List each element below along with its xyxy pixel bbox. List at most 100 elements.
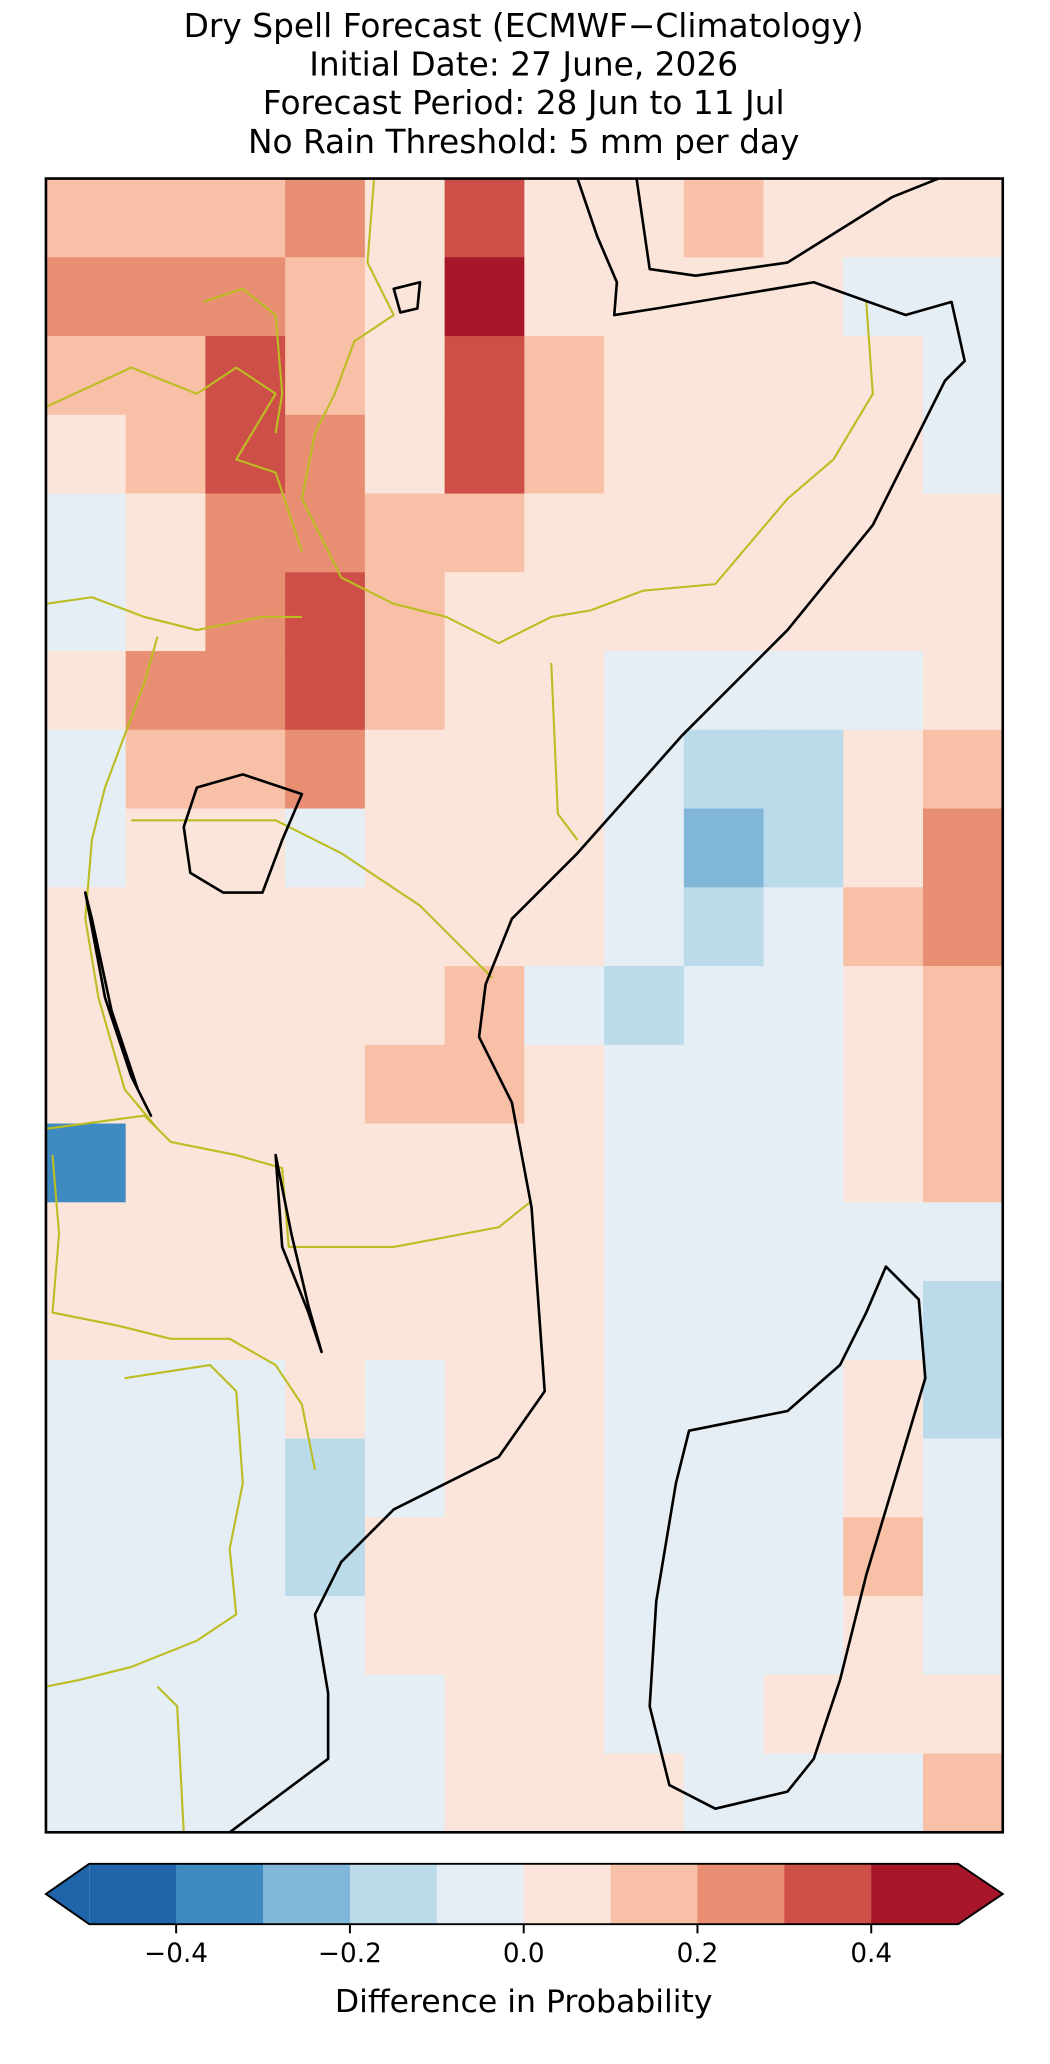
cell xyxy=(444,729,525,810)
cell xyxy=(923,1202,1004,1282)
cell xyxy=(604,414,685,495)
cell xyxy=(205,966,286,1046)
cell xyxy=(604,808,685,888)
cell xyxy=(923,966,1004,1046)
cell xyxy=(683,178,765,258)
cell xyxy=(285,729,366,810)
cell xyxy=(524,1596,605,1676)
cell xyxy=(604,336,685,416)
cell xyxy=(125,178,207,258)
cell xyxy=(285,1281,366,1361)
cell xyxy=(444,414,525,495)
cell xyxy=(524,493,605,573)
cell xyxy=(524,1753,605,1833)
cell xyxy=(444,1281,525,1361)
cell xyxy=(683,1753,765,1833)
colorbar-tick-label: 0.2 xyxy=(677,1939,719,1969)
cell xyxy=(285,414,366,495)
cell xyxy=(843,1753,924,1833)
cell xyxy=(45,257,127,337)
coastlines xyxy=(84,177,966,1834)
cell xyxy=(763,1123,844,1203)
cell xyxy=(125,1202,207,1282)
cell xyxy=(125,1753,207,1833)
cell xyxy=(763,1438,844,1518)
cell xyxy=(843,1596,924,1676)
cell xyxy=(444,1202,525,1282)
cell xyxy=(763,887,844,967)
cell xyxy=(604,257,685,337)
cell xyxy=(364,966,446,1046)
cell xyxy=(923,1123,1004,1203)
country-borders xyxy=(45,178,874,1833)
cell xyxy=(205,808,286,888)
cell xyxy=(444,572,525,652)
cell xyxy=(205,729,286,810)
cell xyxy=(923,1517,1004,1597)
cell xyxy=(843,1281,924,1361)
cell xyxy=(205,1044,286,1125)
cell xyxy=(923,1044,1004,1125)
colorbar-segment xyxy=(263,1863,351,1925)
cell xyxy=(763,651,844,731)
lake xyxy=(182,773,304,894)
lake xyxy=(84,891,153,1117)
cell xyxy=(364,1438,446,1518)
cell xyxy=(444,336,525,416)
cell xyxy=(683,1674,765,1755)
cell xyxy=(285,493,366,573)
colorbar: −0.4 −0.2 0.0 0.2 0.4 xyxy=(44,1862,1005,1969)
cell xyxy=(604,1517,685,1597)
cell xyxy=(125,1123,207,1203)
cell xyxy=(285,1517,366,1597)
cell xyxy=(843,1517,924,1597)
cell xyxy=(444,887,525,967)
cell xyxy=(444,257,525,337)
cell xyxy=(285,257,366,337)
cell xyxy=(524,572,605,652)
cell xyxy=(364,1359,446,1440)
cell xyxy=(683,336,765,416)
cell xyxy=(923,572,1004,652)
cell xyxy=(45,1123,127,1203)
cell xyxy=(604,1359,685,1440)
cell xyxy=(683,1517,765,1597)
cell xyxy=(763,336,844,416)
cell xyxy=(125,1044,207,1125)
cell xyxy=(923,651,1004,731)
cell xyxy=(45,1674,127,1755)
cell xyxy=(763,808,844,888)
cell xyxy=(843,336,924,416)
cell xyxy=(683,887,765,967)
border xyxy=(300,178,874,645)
border xyxy=(45,366,303,552)
border xyxy=(550,662,579,841)
colorbar-segment xyxy=(176,1863,264,1925)
cell xyxy=(683,1596,765,1676)
cell xyxy=(683,493,765,573)
cell xyxy=(45,1438,127,1518)
cell xyxy=(683,651,765,731)
cell xyxy=(45,1517,127,1597)
cell xyxy=(843,572,924,652)
cell xyxy=(364,1517,446,1597)
cell xyxy=(364,493,446,573)
cell xyxy=(125,1438,207,1518)
cell xyxy=(364,1123,446,1203)
cell xyxy=(524,1123,605,1203)
cell xyxy=(524,414,605,495)
cell xyxy=(763,257,844,337)
cell xyxy=(923,1596,1004,1676)
cell xyxy=(285,1202,366,1282)
cell xyxy=(125,966,207,1046)
cell xyxy=(45,572,127,652)
cell xyxy=(125,414,207,495)
colorbar-tick-label: −0.2 xyxy=(318,1939,382,1969)
colorbar-segment xyxy=(610,1863,698,1925)
cell xyxy=(843,729,924,810)
title-line: No Rain Threshold: 5 mm per day xyxy=(248,123,799,161)
raster xyxy=(45,178,1004,1833)
colorbar-segment xyxy=(349,1863,438,1925)
cell xyxy=(683,1123,765,1203)
